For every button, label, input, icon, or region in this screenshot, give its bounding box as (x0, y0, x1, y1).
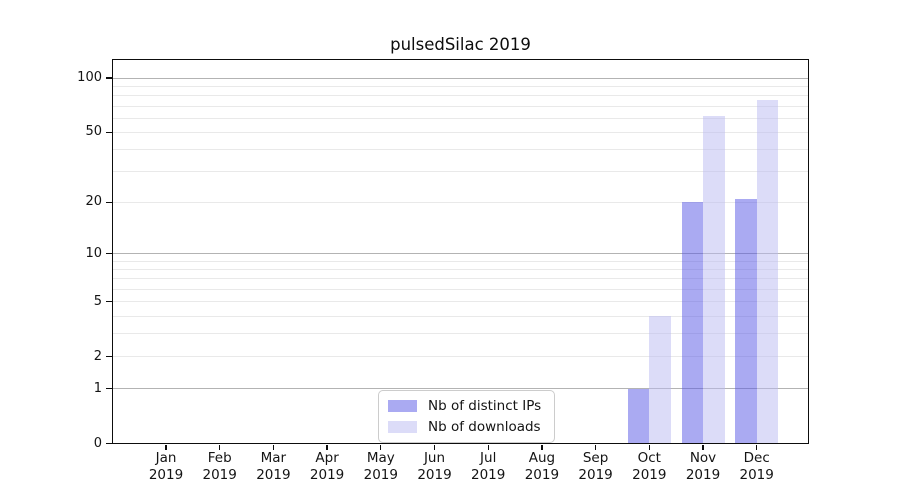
x-tick-mark (702, 444, 704, 450)
y-gridline-minor (113, 356, 808, 358)
y-tick-label: 100 (77, 70, 102, 86)
y-tick-mark (106, 201, 112, 204)
x-tick-mark (272, 444, 275, 450)
bar-distinct-ips (681, 202, 703, 444)
legend-swatch-distinct-ips (388, 399, 417, 413)
legend-item-downloads: Nb of downloads (388, 419, 541, 435)
x-tick-mark (380, 444, 382, 450)
x-tick-label: Jul 2019 (471, 450, 506, 483)
x-tick-mark (219, 444, 221, 450)
x-tick-label: Apr 2019 (309, 450, 345, 483)
legend-label-distinct-ips: Nb of distinct IPs (428, 398, 542, 414)
y-tick-label: 50 (85, 124, 102, 140)
x-tick-label: Mar 2019 (256, 450, 291, 483)
bar-downloads (703, 115, 725, 444)
x-tick-label: Oct 2019 (632, 450, 667, 483)
y-gridline-minor (113, 301, 808, 303)
y-gridline-minor (113, 260, 808, 262)
x-tick-label: Jan 2019 (148, 450, 184, 483)
y-tick-mark (106, 387, 112, 390)
legend-item-distinct-ips: Nb of distinct IPs (388, 398, 541, 414)
y-gridline-minor (113, 131, 808, 133)
bar-downloads (756, 99, 779, 444)
y-tick-label: 10 (85, 245, 102, 261)
y-gridline-major (113, 253, 808, 255)
y-tick-label: 2 (93, 348, 102, 364)
x-tick-mark (165, 444, 167, 450)
y-gridline-minor (113, 117, 808, 119)
y-gridline-minor (113, 333, 808, 335)
y-tick-mark (106, 300, 112, 303)
x-tick-label: Sep 2019 (578, 450, 613, 483)
x-tick-label: Nov 2019 (685, 450, 721, 483)
y-tick-mark (106, 252, 112, 255)
plot-frame (111, 58, 809, 444)
y-gridline-major (113, 77, 808, 79)
bar-downloads (649, 316, 671, 444)
x-tick-label: Jun 2019 (417, 450, 452, 483)
x-tick-mark (487, 444, 489, 450)
y-tick-label: 5 (93, 293, 102, 309)
legend-swatch-downloads (388, 420, 417, 434)
x-tick-mark (756, 444, 758, 450)
x-tick-label: Aug 2019 (524, 450, 560, 483)
y-gridline-minor (113, 95, 808, 97)
x-tick-mark (594, 444, 597, 450)
y-tick-mark (106, 442, 112, 445)
y-tick-label: 1 (93, 380, 102, 396)
legend-label-downloads: Nb of downloads (428, 419, 541, 435)
y-tick-mark (106, 355, 112, 358)
y-tick-label: 20 (85, 194, 102, 210)
x-tick-mark (541, 444, 543, 450)
x-tick-mark (326, 444, 328, 450)
bar-distinct-ips (627, 388, 650, 444)
y-gridline-minor (113, 288, 808, 290)
y-gridline-minor (113, 269, 808, 271)
y-gridline-major (113, 388, 808, 390)
x-tick-label: May 2019 (363, 450, 398, 483)
x-tick-label: Dec 2019 (739, 450, 774, 483)
y-tick-label: 0 (93, 435, 102, 451)
y-gridline-minor (113, 201, 808, 203)
y-gridline-minor (113, 315, 808, 317)
bar-distinct-ips (735, 198, 757, 444)
x-tick-label: Feb 2019 (202, 450, 237, 483)
x-tick-mark (648, 444, 650, 450)
y-tick-mark (106, 77, 112, 79)
y-gridline-minor (113, 105, 808, 107)
y-tick-mark (106, 131, 112, 133)
x-tick-mark (433, 444, 436, 450)
y-gridline-minor (113, 171, 808, 173)
y-gridline-minor (113, 278, 808, 280)
y-gridline-minor (113, 85, 808, 87)
y-gridline-minor (113, 149, 808, 150)
legend: Nb of distinct IPs Nb of downloads (378, 390, 556, 443)
chart-title: pulsedSilac 2019 (390, 35, 531, 54)
